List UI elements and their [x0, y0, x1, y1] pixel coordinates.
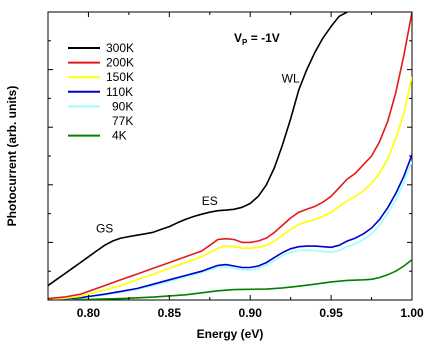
y-axis-label: Photocurrent (arb. units)	[5, 86, 19, 227]
legend-label-300k: 300K	[106, 41, 134, 55]
annotation-gs: GS	[96, 221, 113, 235]
series-line-200k	[48, 12, 412, 300]
series-line-110k	[48, 154, 412, 300]
legend-label-90k: 90K	[112, 99, 133, 113]
bias-subscript: P	[242, 38, 248, 47]
x-tick-label: 0.80	[77, 306, 101, 320]
series-line-150k	[48, 76, 412, 300]
legend-label-77k: 77K	[112, 114, 133, 128]
legend-label-110k: 110K	[106, 85, 133, 99]
x-tick-label: 0.90	[239, 306, 263, 320]
bias-symbol: V	[234, 31, 242, 45]
legend-label-150k: 150K	[106, 70, 134, 84]
bias-annotation: VP = -1V	[234, 31, 280, 47]
annotation-es: ES	[202, 194, 218, 208]
ticks-layer: 0.80 0.85 0.90 0.95 1.00	[47, 11, 424, 320]
series-layer	[48, 12, 412, 300]
x-tick-label: 1.00	[400, 306, 424, 320]
x-tick-label: 0.95	[319, 306, 343, 320]
bias-value: = -1V	[247, 31, 279, 45]
x-tick-label: 0.85	[158, 306, 182, 320]
annotation-wl: WL	[282, 72, 300, 86]
x-axis-label: Energy (eV)	[197, 327, 264, 341]
series-line-300k	[48, 12, 348, 287]
plot-frame	[47, 11, 413, 301]
annotations: VP = -1V WL ES GS	[96, 31, 300, 235]
legend-label-4k: 4K	[112, 129, 127, 143]
legend-label-200k: 200K	[106, 56, 134, 70]
